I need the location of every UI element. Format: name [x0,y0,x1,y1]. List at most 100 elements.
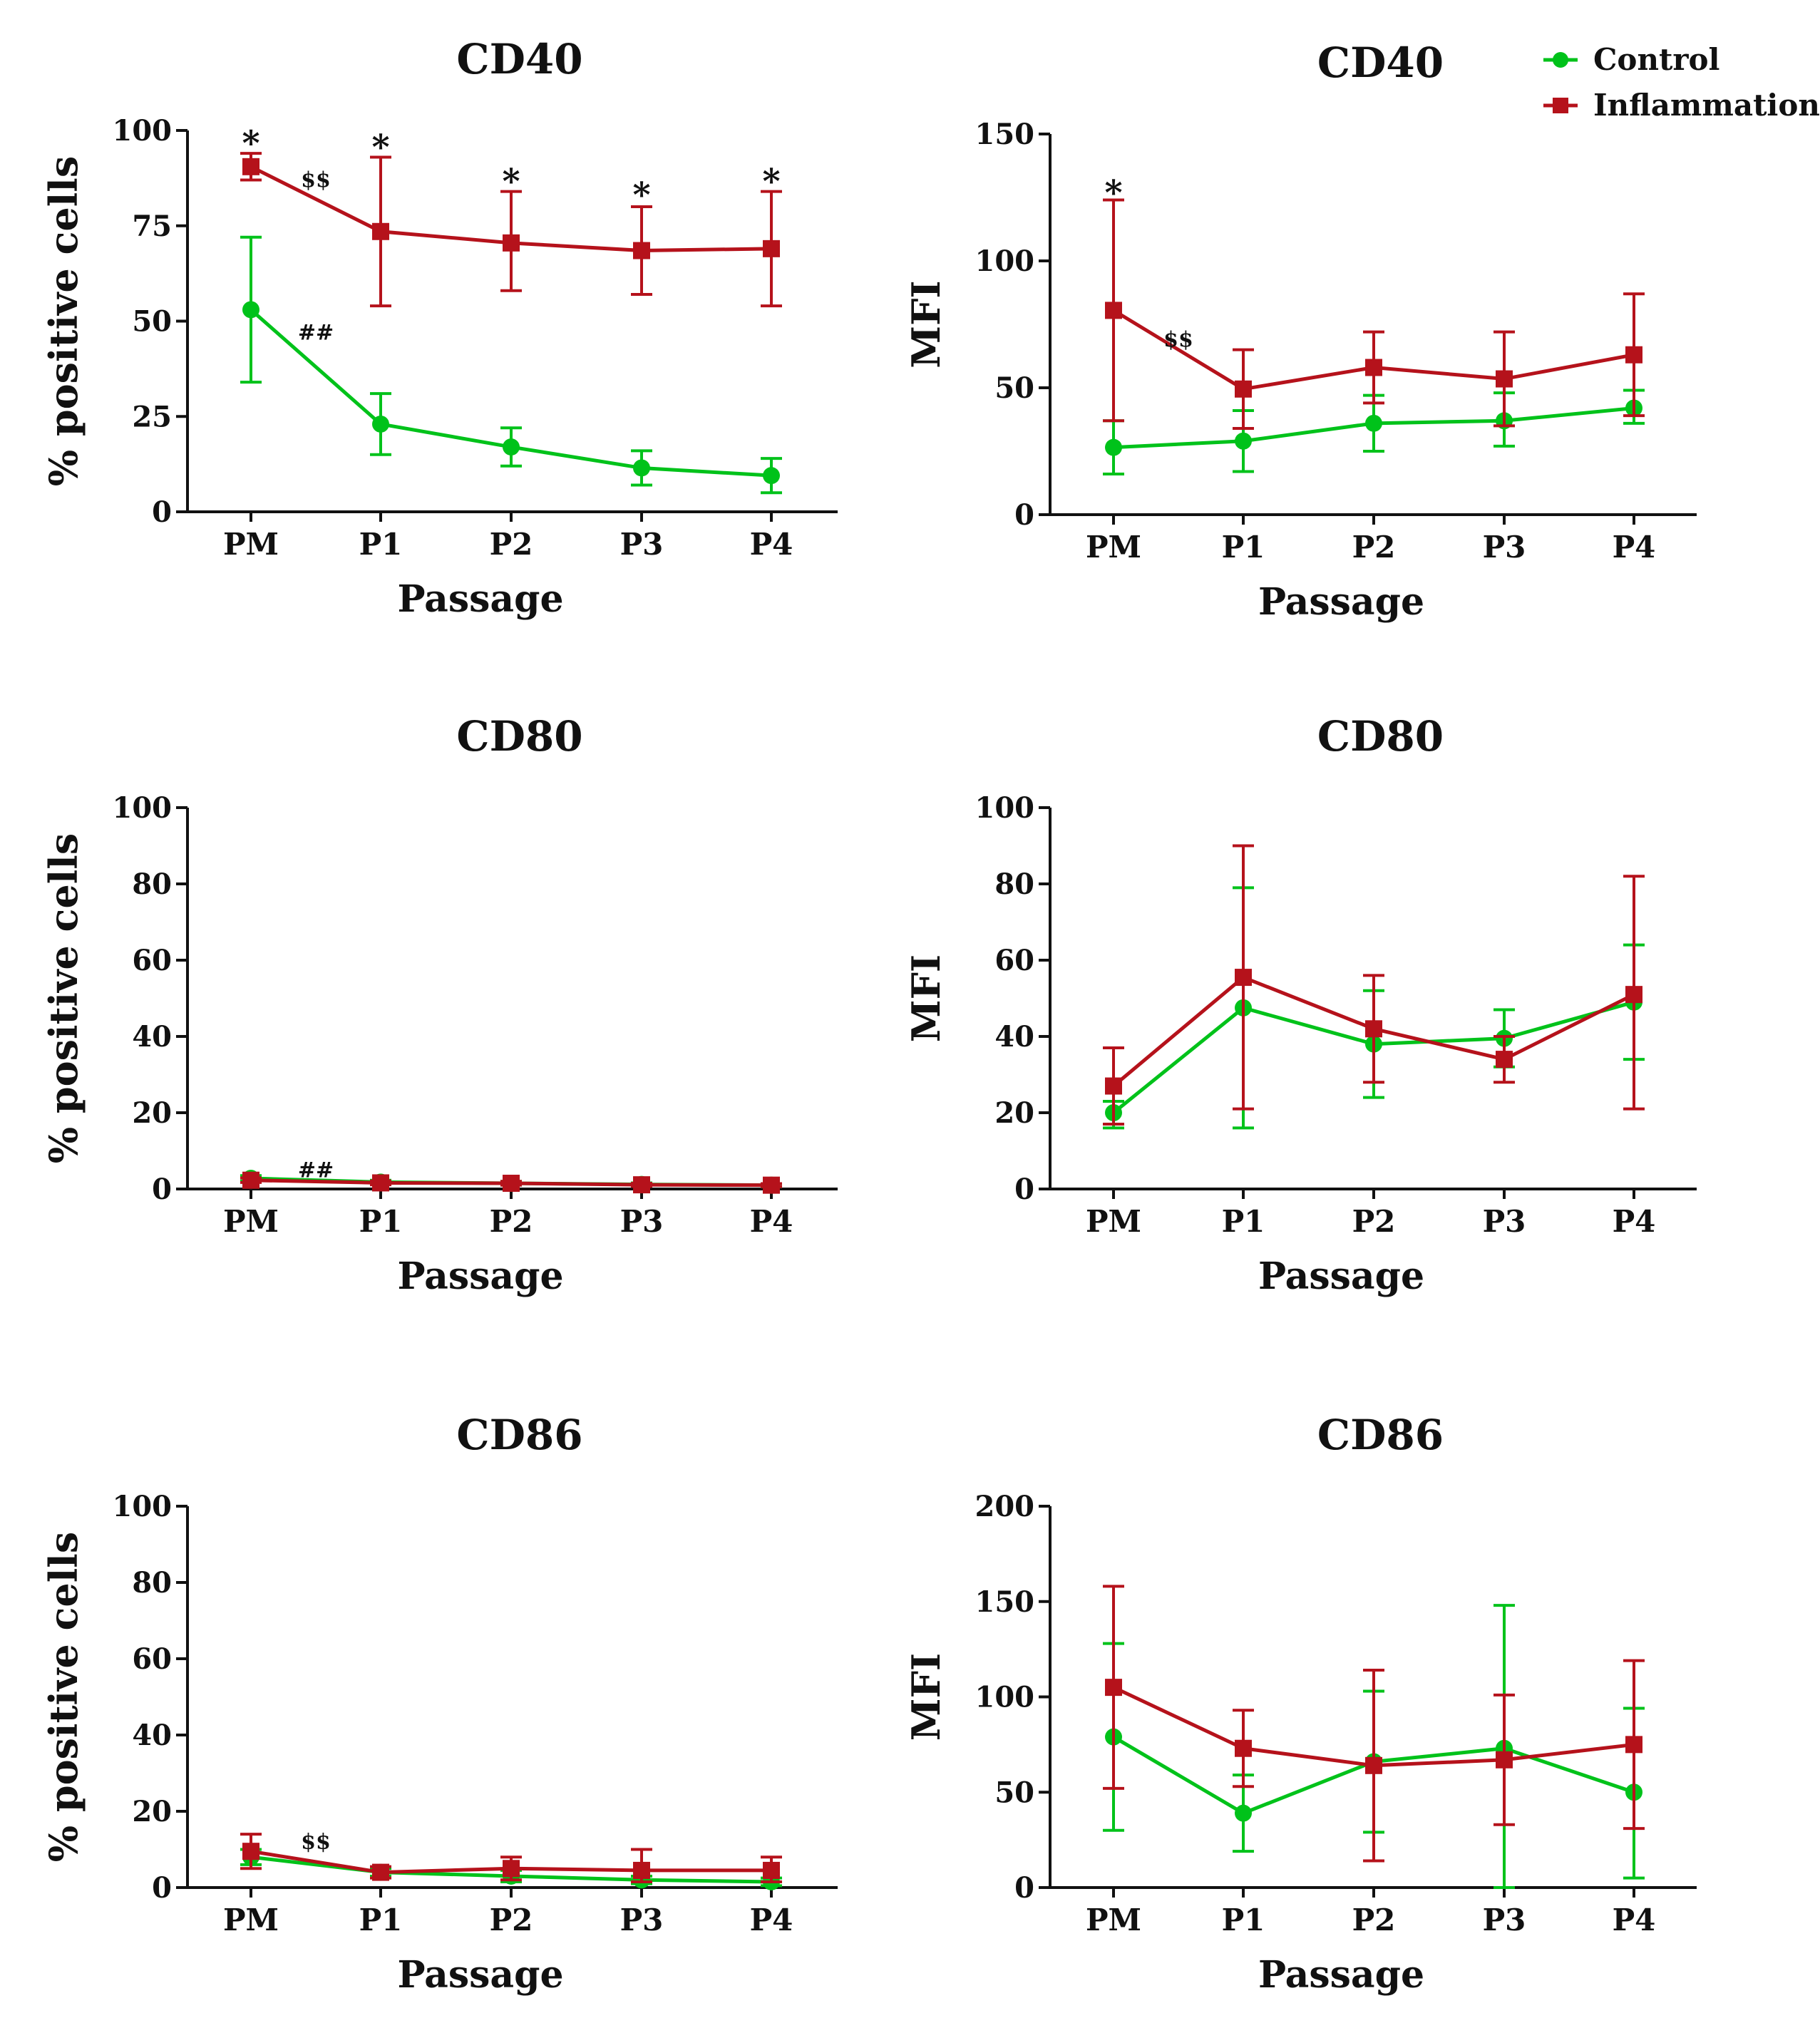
data-point-inflammation [1235,969,1252,987]
chart-cd80-pct: CD80 0 20 40 60 80 100 PM P1 P2 P3 P4 Passage % posit… [41,712,838,1298]
y-tick-label: 150 [975,1585,1035,1619]
x-axis-title: Passage [1258,580,1424,624]
x-tick-label: PM [223,1204,279,1239]
x-tick-label: P1 [359,1204,403,1239]
y-tick-label: 20 [132,1096,172,1130]
y-tick-label: 50 [994,1776,1034,1809]
y-tick-label: 0 [1014,1173,1034,1206]
x-tick-label: P2 [490,1903,533,1937]
x-axis-title: Passage [397,1953,563,1997]
data-point-control [242,301,259,319]
data-point-inflammation [372,222,389,240]
x-tick-label: P2 [490,1204,533,1239]
data-point-control [633,459,650,477]
data-point-inflammation [633,1861,650,1879]
y-tick-label: 100 [113,1490,173,1523]
x-tick-label: P2 [1352,1903,1396,1937]
data-point-inflammation [372,1174,389,1192]
x-tick-label: P4 [750,1204,793,1239]
legend-inflammation-label: Inflammation [1593,88,1820,123]
y-tick-label: 80 [132,868,172,901]
data-point-inflammation [242,158,259,175]
data-point-inflammation [1235,380,1252,398]
chart-cd40-pct: CD40 0 25 50 75 100 PM P1 P2 P3 P4 Passage % positiv… [41,35,838,621]
series-inflammation [1103,198,1645,430]
x-tick-label: P3 [620,1204,664,1239]
legend-inflammation-marker [1553,98,1568,113]
data-point-inflammation [1625,986,1642,1004]
y-tick-label: 100 [975,1681,1035,1714]
chart-title: CD86 [1317,1411,1444,1459]
y-tick-label: 0 [152,1173,172,1206]
y-tick-label: 100 [975,244,1035,278]
y-axis-title: % positive cells [41,1532,86,1862]
chart-cd86-pct: CD86 0 20 40 60 80 100 PM P1 P2 P3 P4 Passage % posit… [41,1411,838,1997]
y-tick-label: 0 [1014,1871,1034,1905]
y-tick-label: 20 [132,1795,172,1828]
y-tick-label: 40 [132,1719,172,1752]
y-tick-label: 20 [994,1096,1034,1130]
data-point-inflammation [1365,1020,1382,1038]
y-tick-label: 60 [132,944,172,977]
y-tick-label: 60 [132,1642,172,1676]
data-point-inflammation [1235,1739,1252,1757]
x-axis-title: Passage [397,1255,563,1298]
data-point-inflammation [372,1863,389,1881]
data-point-control [1235,432,1252,450]
annotation-star: * [502,162,520,202]
x-axis-title: Passage [1258,1953,1424,1997]
x-tick-label: P3 [1483,530,1526,565]
chart-cd40-mfi: CD40 0 50 100 150 PM P1 P2 P3 P4 Passage MFI * $$ [903,38,1697,624]
y-tick-label: 40 [132,1020,172,1054]
data-point-inflammation [1105,1077,1122,1095]
y-tick-label: 100 [113,791,173,825]
data-point-inflammation [763,1176,780,1194]
data-point-inflammation [1496,1051,1513,1069]
data-point-inflammation [1105,1679,1122,1697]
y-tick-label: 25 [132,400,172,433]
annotation-dollar: $$ [301,168,331,193]
data-point-inflammation [503,1174,520,1192]
x-tick-label: PM [1086,530,1141,565]
data-point-inflammation [633,1176,650,1194]
y-tick-label: 60 [994,944,1034,977]
x-tick-label: P3 [620,527,664,562]
data-point-inflammation [1625,346,1642,364]
y-axis-title: MFI [903,1653,949,1741]
data-point-control [1365,414,1382,432]
data-point-inflammation [242,1843,259,1860]
y-tick-label: 75 [132,210,172,243]
y-tick-label: 50 [994,371,1034,405]
chart-title: CD80 [1317,712,1444,761]
legend-control-marker [1553,52,1568,68]
data-point-inflammation [503,234,520,252]
series-inflammation [240,1833,782,1883]
y-tick-label: 100 [113,114,173,148]
chart-title: CD40 [1317,38,1444,87]
series-inflammation [1103,844,1645,1126]
x-tick-label: P1 [359,527,403,562]
y-tick-label: 0 [152,495,172,529]
chart-title: CD40 [456,35,582,83]
y-axis-title: % positive cells [41,156,86,486]
y-tick-label: 80 [132,1566,172,1600]
x-tick-label: P1 [1222,1204,1265,1239]
x-tick-label: P4 [750,1903,793,1937]
x-tick-label: PM [223,527,279,562]
x-tick-label: P4 [1613,1204,1656,1239]
annotation-dollar: $$ [301,1830,331,1855]
series-inflammation [240,152,782,308]
data-point-inflammation [1625,1736,1642,1754]
y-tick-label: 50 [132,305,172,339]
data-point-inflammation [1105,302,1122,319]
annotation-hash: ## [298,1158,334,1183]
x-axis-title: Passage [397,577,563,621]
data-point-control [1235,1804,1252,1822]
data-point-inflammation [503,1860,520,1878]
chart-title: CD86 [456,1411,582,1459]
x-tick-label: P2 [1352,1204,1396,1239]
data-point-inflammation [1496,1751,1513,1769]
y-tick-label: 0 [1014,498,1034,532]
data-point-control [1105,438,1122,456]
